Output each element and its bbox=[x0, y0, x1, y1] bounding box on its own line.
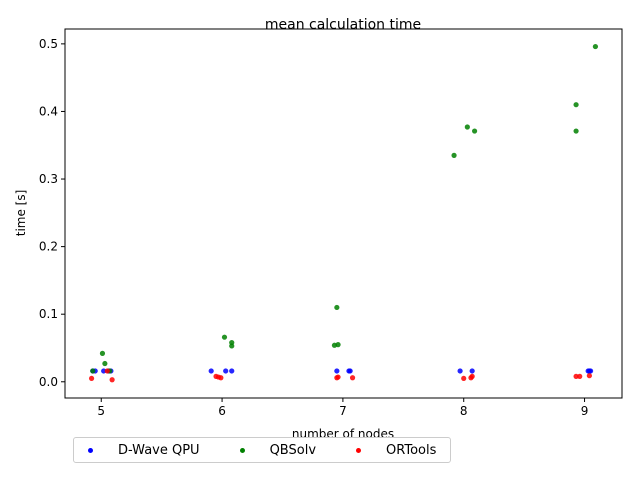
data-point-dwave bbox=[347, 368, 353, 374]
data-point-ortools bbox=[104, 368, 110, 374]
data-point-qbsolv bbox=[334, 304, 340, 311]
y-tick-label: 0.1 bbox=[39, 307, 58, 321]
data-point-ortools bbox=[573, 373, 579, 379]
x-tick-label: 5 bbox=[97, 404, 105, 418]
plot-frame bbox=[64, 28, 623, 399]
data-point-qbsolv bbox=[229, 343, 235, 349]
data-point-dwave bbox=[469, 368, 475, 374]
legend-marker-dwave bbox=[88, 447, 93, 453]
y-axis-label: time [s] bbox=[14, 190, 28, 237]
data-point-ortools bbox=[218, 375, 224, 381]
x-tick-label: 7 bbox=[339, 404, 347, 418]
legend-item-ortools: ORTools bbox=[356, 443, 436, 458]
data-point-ortools bbox=[349, 375, 356, 381]
data-point-qbsolv bbox=[221, 334, 228, 340]
y-tick-label: 0.5 bbox=[39, 37, 58, 51]
legend-item-dwave: D-Wave QPU bbox=[88, 443, 200, 458]
legend-label-ortools: ORTools bbox=[386, 442, 437, 458]
data-point-dwave bbox=[457, 368, 463, 374]
data-point-ortools bbox=[586, 373, 592, 379]
data-point-qbsolv bbox=[573, 102, 579, 108]
legend-marker-ortools bbox=[356, 447, 362, 453]
data-point-qbsolv bbox=[335, 342, 341, 348]
x-tick-label: 9 bbox=[581, 404, 589, 418]
y-tick-label: 0.3 bbox=[39, 172, 58, 186]
data-point-qbsolv bbox=[592, 43, 599, 50]
data-point-ortools bbox=[334, 375, 340, 381]
legend: D-Wave QPU QBSolv ORTools bbox=[73, 437, 451, 463]
chart-title: mean calculation time bbox=[265, 17, 421, 33]
data-point-qbsolv bbox=[464, 124, 470, 130]
legend-item-qbsolv: QBSolv bbox=[239, 442, 317, 458]
data-point-ortools bbox=[109, 377, 115, 383]
data-point-dwave bbox=[586, 368, 592, 374]
legend-marker-qbsolv bbox=[239, 447, 245, 453]
legend-label-qbsolv: QBSolv bbox=[269, 442, 317, 458]
legend-label-dwave: D-Wave QPU bbox=[118, 442, 200, 458]
data-point-dwave bbox=[101, 368, 107, 374]
data-point-ortools bbox=[88, 375, 95, 382]
data-point-dwave bbox=[223, 368, 229, 374]
axes: 5 6 7 8 9 0.0 0.1 0.2 0.3 0.4 0.5 bbox=[39, 37, 588, 418]
data-point-dwave bbox=[229, 368, 235, 374]
data-point-qbsolv bbox=[573, 128, 579, 134]
y-tick-label: 0.0 bbox=[39, 375, 58, 389]
data-points bbox=[88, 43, 599, 383]
data-point-dwave bbox=[208, 368, 214, 374]
data-point-qbsolv bbox=[99, 350, 106, 356]
data-point-qbsolv bbox=[90, 368, 96, 374]
x-tick-label: 6 bbox=[218, 404, 226, 418]
y-tick-label: 0.4 bbox=[39, 104, 58, 118]
data-point-ortools bbox=[469, 373, 475, 379]
y-tick-label: 0.2 bbox=[39, 240, 58, 254]
x-tick-label: 8 bbox=[460, 404, 468, 418]
data-point-qbsolv bbox=[451, 152, 457, 158]
data-point-dwave bbox=[334, 368, 340, 374]
data-point-ortools bbox=[577, 373, 583, 379]
data-point-ortools bbox=[461, 375, 467, 382]
data-point-qbsolv bbox=[471, 128, 478, 134]
data-point-qbsolv bbox=[102, 360, 108, 367]
